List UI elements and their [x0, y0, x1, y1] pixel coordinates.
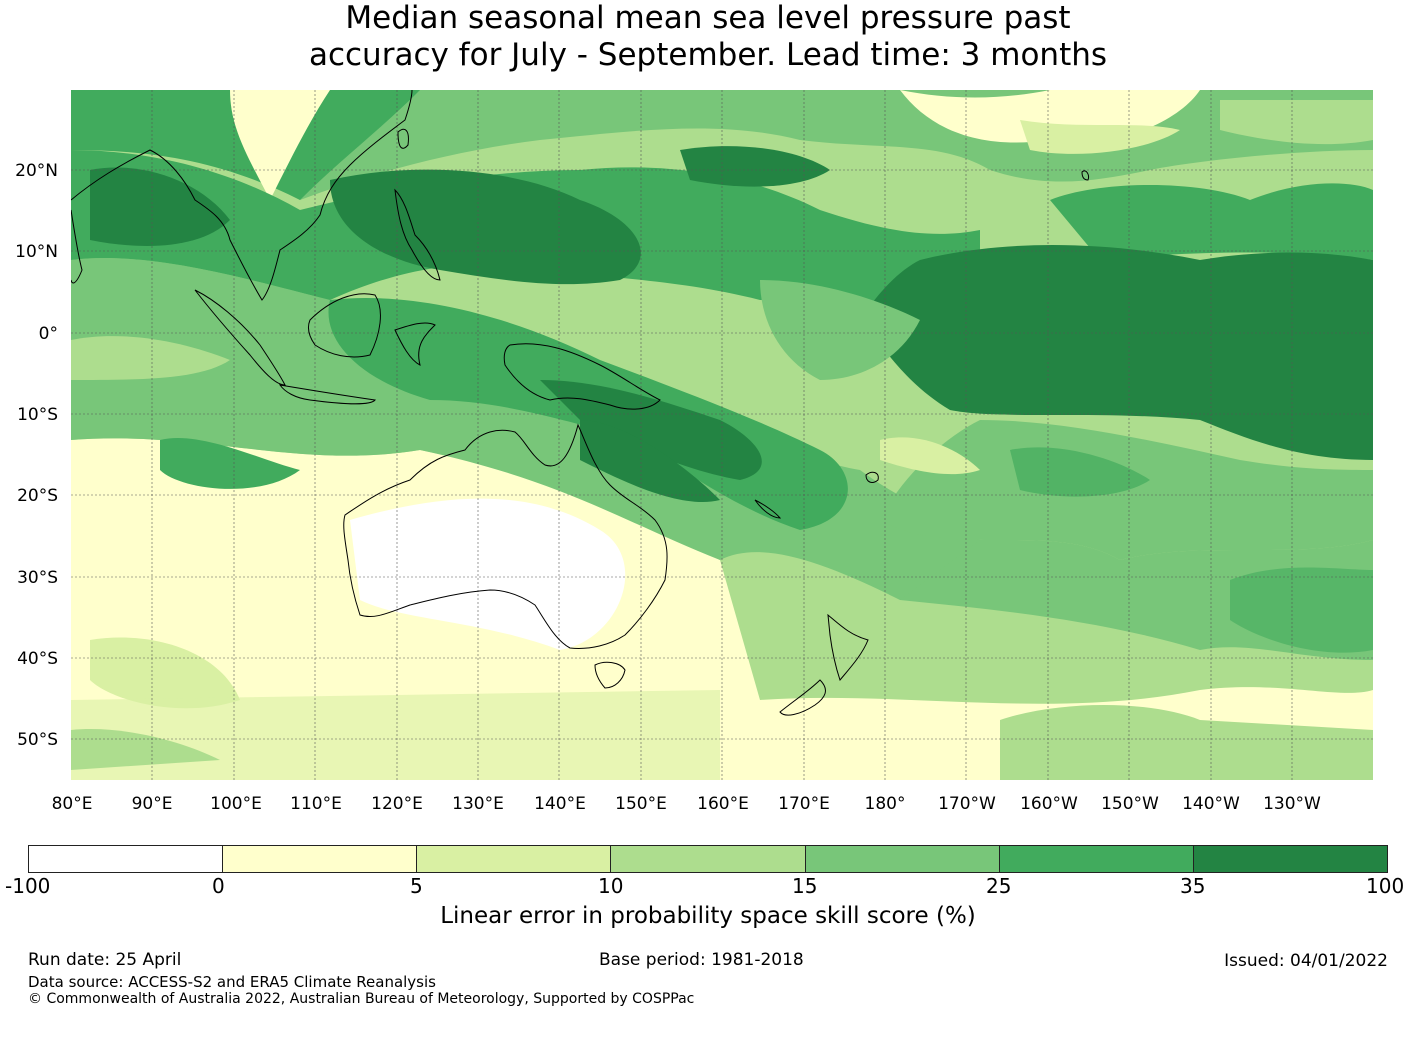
base-period: Base period: 1981-2018 [599, 950, 804, 970]
title-line-2: accuracy for July - September. Lead time… [308, 37, 1108, 73]
colorbar-swatch [417, 846, 612, 872]
colorbar-swatch [1193, 846, 1387, 872]
lon-label: 130°W [1263, 794, 1321, 814]
new-zealand-north [827, 613, 869, 682]
asia-mainland-coast [71, 90, 413, 301]
lon-label: 140°W [1182, 794, 1240, 814]
lat-label: 20°S [17, 486, 58, 506]
lon-label: 140°E [534, 794, 586, 814]
hawaii-coast [1081, 170, 1089, 181]
lon-label: 170°W [938, 794, 996, 814]
colorbar-tick: 5 [410, 874, 423, 898]
colorbar-swatch [29, 846, 224, 872]
data-source: Data source: ACCESS-S2 and ERA5 Climate … [28, 973, 436, 991]
title-line-1: Median seasonal mean sea level pressure … [345, 0, 1071, 36]
lon-label: 80°E [52, 794, 93, 814]
lat-label: 40°S [17, 649, 58, 669]
colorbar-tick: 0 [212, 874, 225, 898]
colorbar-tick: 35 [1180, 874, 1206, 898]
coastlines [71, 90, 1089, 716]
copyright: © Commonwealth of Australia 2022, Austra… [28, 991, 695, 1007]
lat-axis: 20°N 10°N 0° 10°S 20°S 30°S 40°S 50°S [15, 161, 58, 750]
lon-label: 160°W [1020, 794, 1078, 814]
philippines-coast [394, 188, 441, 281]
colorbar-swatch [999, 846, 1194, 872]
sumatra-coast [194, 289, 286, 386]
lat-label: 50°S [17, 730, 58, 750]
issued-date: Issued: 04/01/2022 [1224, 951, 1388, 971]
lon-label: 170°E [778, 794, 830, 814]
new-caledonia-coast [754, 499, 782, 519]
colorbar-label: Linear error in probability space skill … [440, 903, 976, 929]
tasmania-coast [594, 661, 626, 689]
india-coast [71, 209, 83, 284]
colorbar-tick: 10 [598, 874, 624, 898]
lat-label: 30°S [17, 568, 58, 588]
lon-label: 120°E [371, 794, 423, 814]
java-coast [278, 384, 376, 405]
lon-label: 90°E [132, 794, 173, 814]
sulawesi-coast [394, 322, 436, 366]
colorbar-swatch [805, 846, 1000, 872]
run-date: Run date: 25 April [28, 950, 182, 970]
colorbar [28, 845, 1388, 873]
fiji-coast [865, 471, 879, 483]
colorbar-tick: -100 [5, 874, 51, 898]
lat-label: 0° [39, 324, 58, 344]
lat-label: 10°S [17, 405, 58, 425]
colorbar-tick: 25 [986, 874, 1012, 898]
skill-field [71, 90, 1373, 780]
lon-label: 100°E [210, 794, 262, 814]
australia-coast [343, 423, 668, 649]
skill-map: 20°N 10°N 0° 10°S 20°S 30°S 40°S 50°S 80… [15, 90, 1373, 814]
colorbar-tick: 15 [792, 874, 818, 898]
lon-label: 150°E [615, 794, 667, 814]
borneo-coast [307, 293, 381, 358]
graticule [71, 90, 1373, 780]
new-zealand-south [779, 679, 826, 716]
taiwan-coast [397, 128, 409, 149]
new-guinea-coast [503, 343, 661, 410]
colorbar-swatch [223, 846, 418, 872]
lon-label: 110°E [290, 794, 342, 814]
colorbar-tick: 100 [1366, 874, 1405, 898]
lon-label: 160°E [697, 794, 749, 814]
lon-axis: 80°E 90°E 100°E 110°E 120°E 130°E 140°E … [52, 794, 1322, 814]
chart-title: Median seasonal mean sea level pressure … [0, 0, 1416, 74]
lon-label: 180° [865, 794, 906, 814]
lon-label: 130°E [452, 794, 504, 814]
lat-label: 10°N [15, 242, 58, 262]
lat-label: 20°N [15, 161, 58, 181]
lon-label: 150°W [1101, 794, 1159, 814]
colorbar-swatch [611, 846, 806, 872]
